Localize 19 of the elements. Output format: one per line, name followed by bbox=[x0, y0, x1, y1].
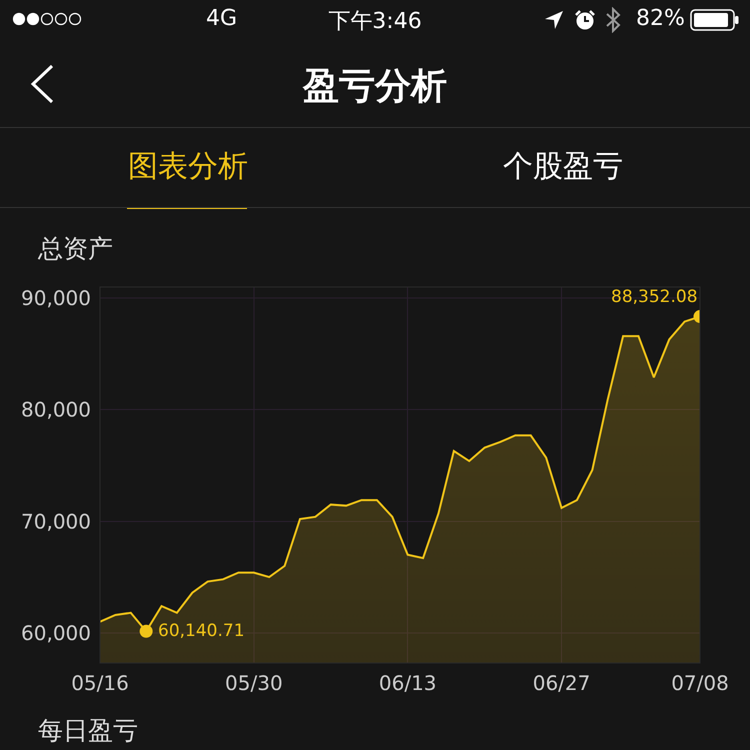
y-tick-label: 90,000 bbox=[21, 286, 91, 310]
text: 下午3:46 bbox=[328, 9, 422, 34]
text: 4G bbox=[206, 6, 238, 31]
text: 每日盈亏 bbox=[38, 715, 138, 747]
y-tick-label: 80,000 bbox=[21, 398, 91, 422]
text: 盈亏分析 bbox=[302, 65, 448, 109]
data-label: 88,352.08 bbox=[611, 287, 698, 307]
data-label: 60,140.71 bbox=[158, 621, 245, 641]
text: 个股盈亏 bbox=[503, 148, 623, 186]
x-tick-label: 06/27 bbox=[532, 671, 590, 695]
text: 图表分析 bbox=[128, 148, 248, 186]
x-tick-label: 06/13 bbox=[378, 671, 437, 695]
y-tick-label: 70,000 bbox=[21, 509, 91, 534]
x-tick-label: 05/30 bbox=[225, 671, 283, 695]
text: 82% bbox=[636, 6, 685, 31]
chart-title: 总资产 bbox=[38, 233, 113, 265]
x-tick-label: 05/16 bbox=[71, 671, 129, 695]
x-tick-label: 07/08 bbox=[671, 671, 729, 695]
y-tick-label: 60,000 bbox=[21, 620, 91, 645]
